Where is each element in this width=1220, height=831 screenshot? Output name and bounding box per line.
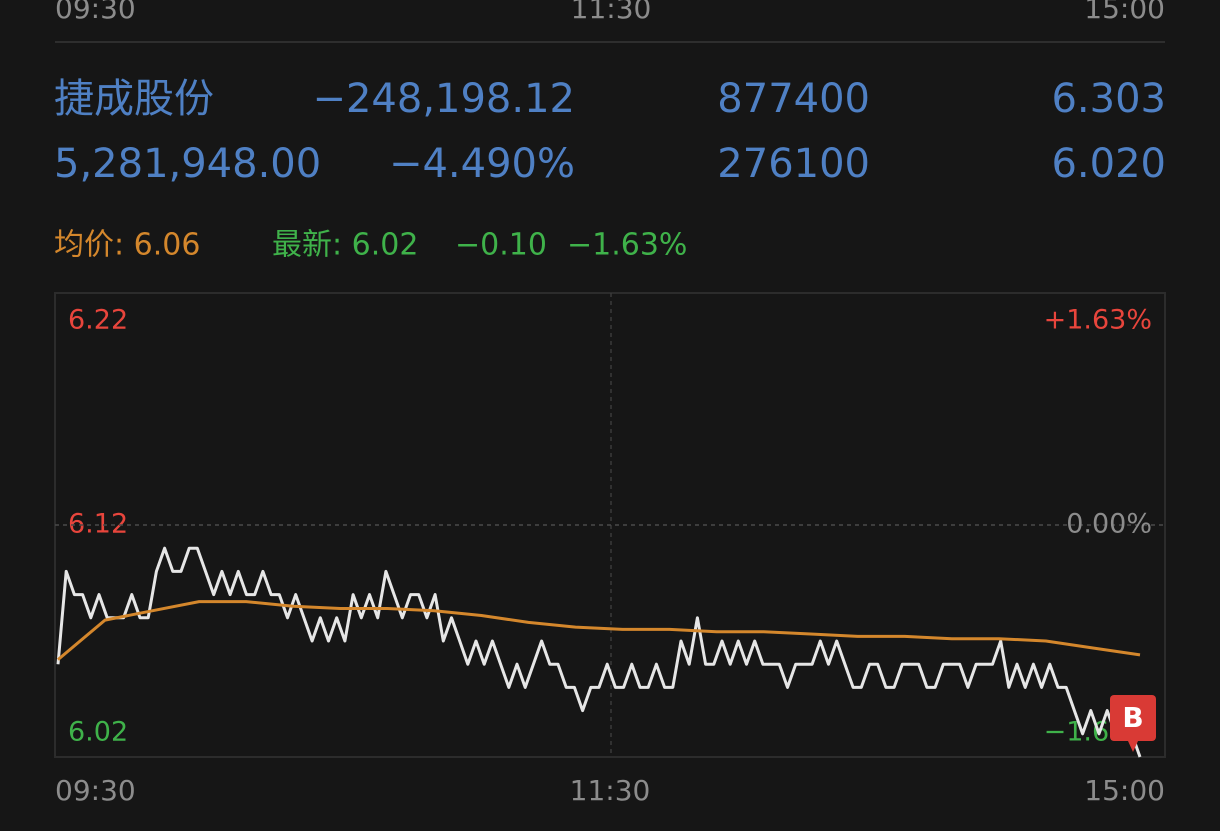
quote-value: 5,281,948.00 <box>54 141 321 187</box>
x-tick-label: 15:00 <box>1084 774 1165 807</box>
quote-value: 276100 <box>717 141 870 187</box>
buy-marker[interactable] <box>1110 695 1156 741</box>
latest-price: 最新: 6.02 <box>272 228 418 263</box>
buy-marker-label: B <box>1122 701 1143 734</box>
quote-value: 6.303 <box>1051 76 1166 122</box>
quote-value: 6.020 <box>1051 141 1166 187</box>
avg-price: 均价: 6.06 <box>54 228 200 263</box>
quote-value: −248,198.12 <box>312 76 575 122</box>
price-line <box>56 546 1142 758</box>
stock-name[interactable]: 捷成股份 <box>54 76 214 122</box>
y2-tick-label: 0.00% <box>1066 509 1152 540</box>
price-change: −0.10 <box>455 228 547 263</box>
top-time: 15:00 <box>1084 0 1165 25</box>
intraday-chart[interactable]: 6.226.126.02+1.63%0.00%−1.63%B <box>55 305 1165 758</box>
avg-line <box>57 600 1141 661</box>
y-tick-label: 6.02 <box>68 717 128 748</box>
top-time: 09:30 <box>55 0 136 25</box>
y-tick-label: 6.12 <box>68 509 128 540</box>
price-change-pct: −1.63% <box>567 228 687 263</box>
y-tick-label: 6.22 <box>68 305 128 336</box>
y2-tick-label: +1.63% <box>1044 305 1152 336</box>
buy-arrow <box>1128 741 1138 752</box>
top-time: 11:30 <box>571 0 652 25</box>
quote-value: −4.490% <box>389 141 575 187</box>
quote-value: 877400 <box>717 76 870 122</box>
x-tick-label: 09:30 <box>55 774 136 807</box>
x-tick-label: 11:30 <box>570 774 651 807</box>
